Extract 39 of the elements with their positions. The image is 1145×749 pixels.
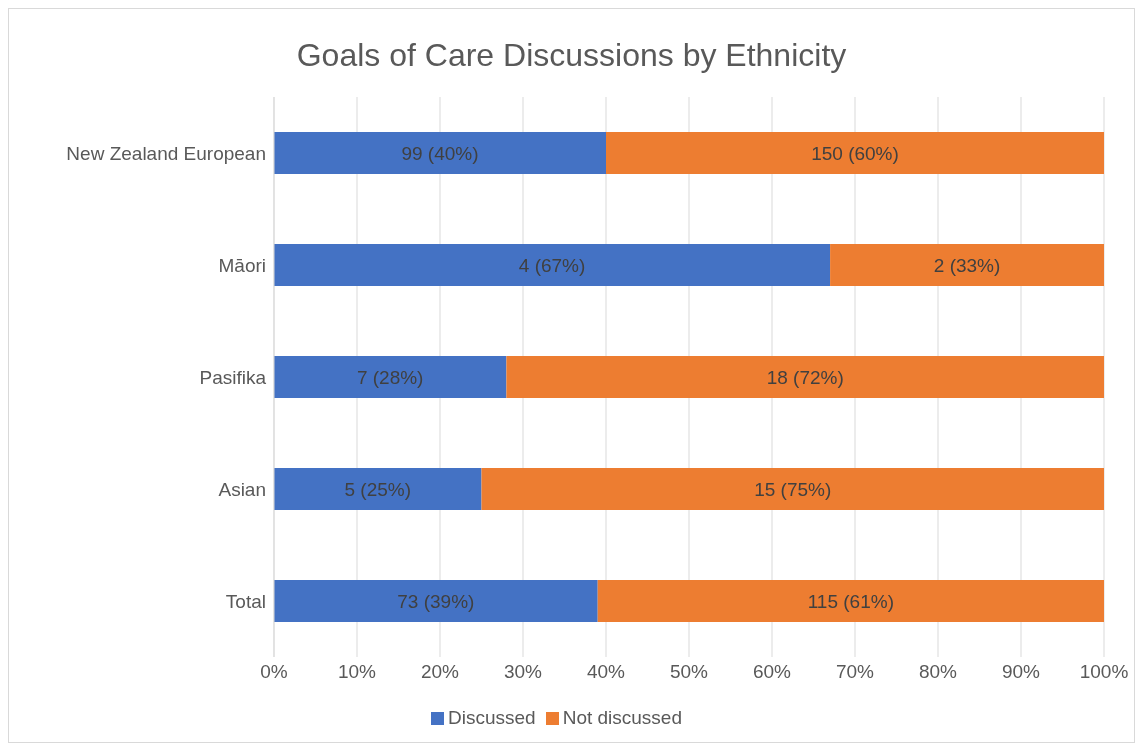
y-tick-label: Asian — [218, 478, 266, 500]
bar — [830, 244, 1104, 286]
x-tick-label: 90% — [1001, 661, 1041, 683]
data-label: 2 (33%) — [933, 254, 1001, 276]
x-tick-label: 100% — [1079, 661, 1129, 683]
data-label: 15 (75%) — [754, 478, 832, 500]
y-tick-label: New Zealand European — [66, 142, 266, 164]
x-tick-label: 70% — [835, 661, 875, 683]
legend-label: Not discussed — [562, 707, 682, 728]
data-label: 5 (25%) — [344, 478, 412, 500]
bar — [481, 468, 1104, 510]
data-label: 115 (61%) — [807, 590, 894, 612]
x-tick-label: 0% — [260, 661, 288, 683]
x-tick-label: 50% — [669, 661, 709, 683]
bar — [597, 580, 1104, 622]
bar — [506, 356, 1104, 398]
legend-label: Discussed — [448, 707, 536, 728]
y-tick-label: Pasifika — [199, 366, 267, 388]
bar — [274, 468, 482, 510]
bar — [606, 132, 1104, 174]
data-label: 150 (60%) — [811, 142, 899, 164]
x-tick-label: 60% — [752, 661, 792, 683]
chart-title: Goals of Care Discussions by Ethnicity — [295, 36, 848, 75]
bar — [274, 244, 831, 286]
x-tick-label: 30% — [503, 661, 543, 683]
bar — [274, 580, 598, 622]
data-label: 73 (39%) — [397, 590, 475, 612]
bar — [274, 132, 606, 174]
x-tick-label: 80% — [918, 661, 958, 683]
x-tick-label: 20% — [420, 661, 460, 683]
x-tick-label: 10% — [337, 661, 377, 683]
y-tick-label: Māori — [218, 254, 266, 276]
x-tick-label: 40% — [586, 661, 626, 683]
bar — [274, 356, 507, 398]
data-label: 7 (28%) — [356, 366, 424, 388]
data-label: 18 (72%) — [766, 366, 844, 388]
data-label: 99 (40%) — [401, 142, 479, 164]
y-tick-label: Total — [225, 590, 266, 612]
data-label: 4 (67%) — [518, 254, 586, 276]
